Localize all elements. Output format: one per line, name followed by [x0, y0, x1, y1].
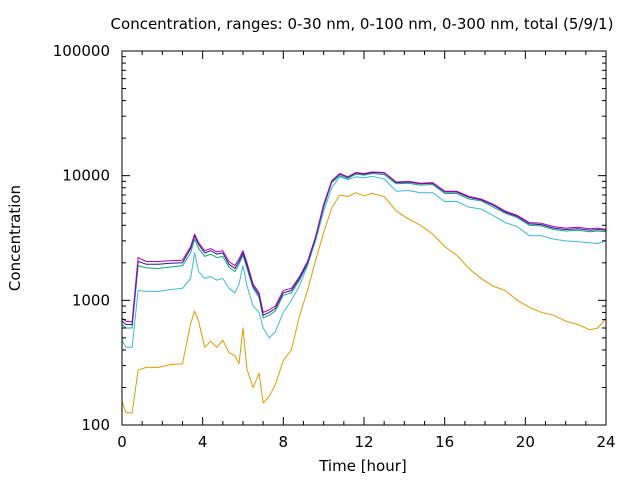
series-line-2: [121, 175, 607, 348]
x-tick-label: 4: [198, 433, 208, 451]
y-tick-label: 10000: [62, 167, 110, 185]
x-tick-label: 20: [516, 433, 535, 451]
series-layer: [121, 171, 607, 414]
plot-frame: [121, 50, 607, 426]
series-line-5: [121, 171, 607, 323]
x-tick-label: 24: [596, 433, 615, 451]
x-tick-label: 12: [354, 433, 373, 451]
chart-title: Concentration, ranges: 0-30 nm, 0-100 nm…: [111, 15, 614, 33]
y-tick-label: 1000: [72, 291, 110, 309]
axes: 0 4 8 12 16 20 24 100 1000 10000 100000: [53, 42, 616, 451]
series-line-4: [121, 172, 607, 325]
series-line-3: [121, 173, 607, 329]
x-tick-label: 0: [117, 433, 127, 451]
x-axis-label: Time [hour]: [318, 457, 407, 475]
series-line-1: [121, 192, 607, 414]
x-tick-label: 8: [279, 433, 289, 451]
y-tick-label: 100000: [53, 42, 110, 60]
y-tick-label: 100: [81, 416, 110, 434]
x-tick-label: 16: [435, 433, 454, 451]
y-axis-label: Concentration: [6, 185, 24, 291]
